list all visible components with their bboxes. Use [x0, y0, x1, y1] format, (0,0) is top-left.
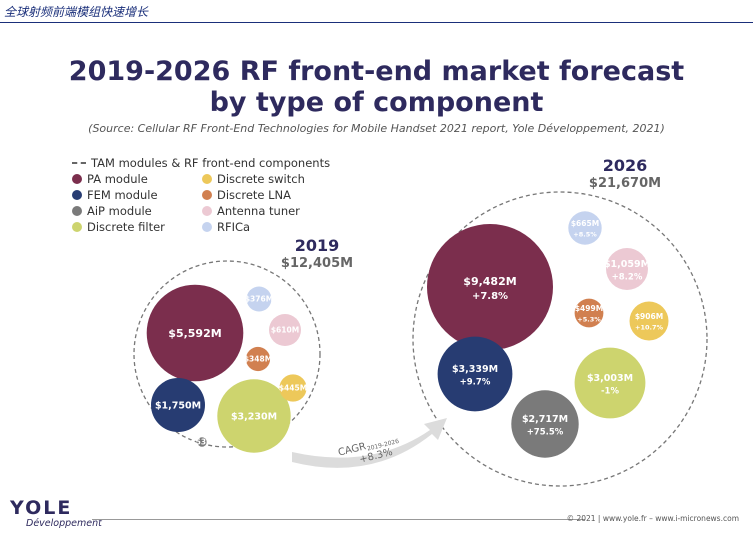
legend-item-tuner: Antenna tuner	[202, 204, 300, 218]
tam-circle-2019	[133, 260, 321, 448]
bubble-2026-aip	[511, 390, 579, 458]
bubble-growth-2026-rfica: +8.5%	[573, 231, 597, 239]
bubble-value-2019-aip: $53M	[190, 438, 213, 447]
chart-source: (Source: Cellular RF Front-End Technolog…	[88, 122, 665, 135]
legend-label-fem: FEM module	[87, 188, 158, 202]
bubble-value-2026-pa: $9,482M	[463, 275, 516, 288]
logo-wordmark: YOLE	[10, 497, 73, 519]
bubble-value-2026-switch: $906M	[635, 312, 663, 321]
bubble-growth-2026-aip: +75.5%	[527, 428, 564, 438]
legend-marker-lna	[202, 190, 212, 200]
footer-copyright: © 2021 | www.yole.fr – www.i-micronews.c…	[566, 514, 739, 523]
bubble-2019-aip	[197, 437, 207, 447]
legend-item-tam: TAM modules & RF front-end components	[72, 156, 330, 170]
legend-marker-tam	[72, 162, 86, 164]
legend-item-pa: PA module	[72, 172, 148, 186]
legend-item-aip: AiP module	[72, 204, 152, 218]
legend-marker-switch	[202, 174, 212, 184]
top-header-bar: 全球射频前端模组快速增长	[0, 0, 753, 24]
logo-subtitle: Développement	[26, 518, 102, 529]
bubble-2019-pa	[146, 284, 244, 382]
legend-marker-filter	[72, 222, 82, 232]
bubble-2026-switch	[629, 301, 669, 341]
legend-label-filter: Discrete filter	[87, 220, 165, 234]
legend-marker-pa	[72, 174, 82, 184]
bubble-value-2019-tuner: $610M	[271, 326, 299, 335]
legend-item-rfica: RFICa	[202, 220, 250, 234]
bubble-value-2026-aip: $2,717M	[522, 414, 568, 425]
bubble-2026-tuner	[606, 248, 648, 290]
bubble-2026-rfica	[568, 211, 602, 245]
bubble-growth-2026-tuner: +8.2%	[612, 273, 643, 283]
bubble-value-2019-rfica: $376M	[245, 295, 273, 304]
legend-marker-rfica	[202, 222, 212, 232]
bubble-growth-2026-lna: +5.3%	[577, 316, 601, 324]
bubble-growth-2026-filter: -1%	[601, 387, 619, 397]
legend-marker-tuner	[202, 206, 212, 216]
cagr-arrow	[292, 418, 447, 468]
bubble-value-2019-switch: $445M	[279, 384, 307, 393]
chinese-header-title: 全球射频前端模组快速增长	[4, 5, 149, 19]
bubble-2019-tuner	[269, 314, 301, 346]
bubble-2026-pa	[427, 224, 553, 350]
bubble-value-2026-tuner: $1,059M	[604, 259, 650, 270]
year-label-2026: 2026	[602, 156, 648, 175]
footer-divider	[92, 519, 585, 520]
bubble-2019-rfica	[246, 286, 272, 312]
legend-label-aip: AiP module	[87, 204, 152, 218]
bubble-growth-2026-pa: +7.8%	[472, 291, 508, 302]
bubble-2026-fem	[437, 336, 513, 412]
bubble-growth-2026-switch: +10.7%	[635, 324, 663, 332]
total-label-2026: $21,670M	[588, 176, 662, 191]
bubble-value-2019-lna: $348M	[244, 355, 272, 364]
legend-item-filter: Discrete filter	[72, 220, 165, 234]
year-label-2019: 2019	[294, 236, 340, 255]
legend-marker-fem	[72, 190, 82, 200]
legend-item-lna: Discrete LNA	[202, 188, 291, 202]
bubble-value-2026-fem: $3,339M	[452, 364, 498, 375]
yole-logo: YOLE Développement	[10, 497, 102, 529]
chart-title-line-2: by type of component	[209, 87, 544, 118]
bubble-2019-switch	[279, 374, 307, 402]
tam-circle-2026	[412, 191, 708, 487]
bubble-value-2026-lna: $499M	[575, 304, 603, 313]
bubble-value-2019-filter: $3,230M	[231, 411, 277, 422]
chart-title-line-1: 2019-2026 RF front-end market forecast	[68, 56, 685, 87]
total-label-2019: $12,405M	[280, 256, 354, 271]
legend-label-rfica: RFICa	[217, 220, 251, 234]
bubble-2026-filter	[574, 347, 646, 419]
bubble-2019-filter	[217, 379, 291, 453]
bubble-2026-lna	[574, 298, 604, 328]
legend-label-switch: Discrete switch	[217, 172, 305, 186]
bubble-value-2026-filter: $3,003M	[587, 373, 633, 384]
header-divider	[0, 22, 753, 23]
legend-label-tam: TAM modules & RF front-end components	[91, 156, 331, 170]
legend-marker-aip	[72, 206, 82, 216]
bubble-growth-2026-fem: +9.7%	[460, 378, 491, 388]
legend-label-lna: Discrete LNA	[217, 188, 292, 202]
bubble-value-2026-rfica: $665M	[571, 219, 599, 228]
legend-label-tuner: Antenna tuner	[217, 204, 300, 218]
bubble-value-2019-fem: $1,750M	[155, 400, 201, 411]
bubble-value-2019-pa: $5,592M	[168, 327, 221, 340]
bubble-2019-fem	[151, 378, 205, 432]
bubble-2019-lna	[245, 346, 271, 372]
legend-item-fem: FEM module	[72, 188, 158, 202]
legend-label-pa: PA module	[87, 172, 148, 186]
legend-item-switch: Discrete switch	[202, 172, 305, 186]
